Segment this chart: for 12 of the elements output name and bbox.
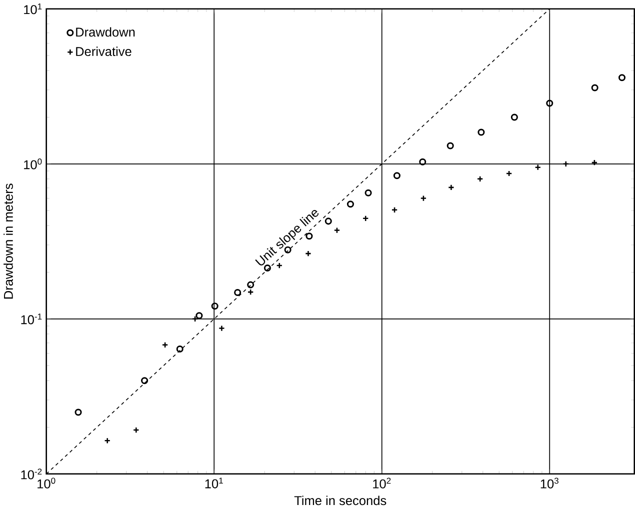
y-tick-label: 10$^{0}$ <box>24 158 42 170</box>
legend-label: Derivative <box>76 46 132 56</box>
x-tick-label: 10$^{3}$ <box>540 478 558 489</box>
x-axis-title: Time in seconds <box>294 496 386 506</box>
y-axis-title: Drawdown in meters <box>4 184 13 299</box>
y-tick-label: 10$^{1}$ <box>24 4 42 14</box>
x-tick-label: 10$^{1}$ <box>205 478 223 488</box>
x-tick-label: 10$^{0}$ <box>38 478 56 489</box>
x-tick-label: 10$^{2}$ <box>373 478 391 489</box>
y-tick-label: 10$^{-1}$ <box>21 314 42 324</box>
legend-label: Drawdown <box>76 27 135 37</box>
y-tick-label: 10$^{-2}$ <box>21 468 42 480</box>
